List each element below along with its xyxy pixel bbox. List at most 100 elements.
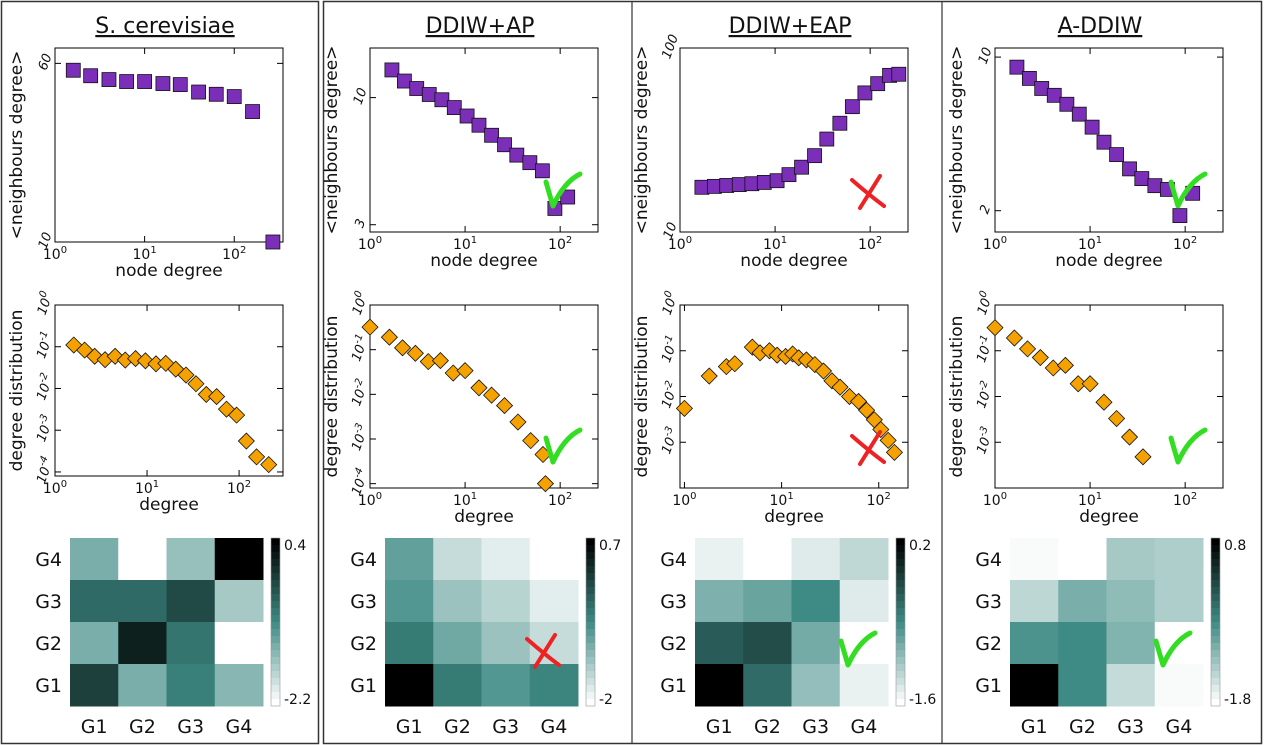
tick-base: 10 [668,237,686,253]
heatmap-cell [529,580,579,623]
data-point [1069,375,1087,393]
tick-base: 10 [227,481,245,497]
heatmap-cell [214,622,264,665]
data-point [361,318,379,336]
tick-exponent: 0 [1001,491,1007,502]
heatmap-cell [695,580,744,623]
data-point [431,352,449,370]
colorbar-segment [271,678,280,686]
heatmap-cell [1106,622,1156,665]
tick-exponent: 2 [240,245,246,256]
tick-exponent: 2 [884,491,890,502]
colorbar-segment [586,566,595,574]
data-point [560,189,576,205]
data-point [237,432,255,450]
colorbar-segment [586,587,595,595]
column-label: G3 [177,716,204,738]
heatmap-cell [385,538,434,581]
data-point [226,89,242,104]
tick-base: 10 [34,382,54,403]
heatmap-cell [433,538,482,581]
colorbar-segment [271,566,280,574]
tick-label: 102 [227,479,251,497]
tick-label: 101 [1078,491,1102,509]
tick-base: 10 [1078,493,1096,509]
heatmap-cell [433,580,482,623]
heatmap-cell [166,580,216,623]
colorbar-max: 0.7 [599,538,621,554]
colorbar-segment [1211,671,1220,679]
row-label: G4 [350,549,377,571]
tick-label: 102 [858,235,882,253]
tick-exponent: 0 [38,289,51,299]
heatmap-cell [70,538,119,581]
data-point [1009,59,1025,75]
tick-exponent: -3 [977,425,991,438]
colorbar-segment [586,580,595,588]
column-label: G1 [396,716,423,738]
data-point [756,175,772,190]
data-point [858,401,876,419]
heatmap: G4 G3 G2 G1 G1 G2 G3 G4 0.7 -2 [350,537,621,738]
colorbar-segment [1211,580,1220,588]
colorbar-segment [896,678,905,686]
data-point [1084,119,1100,135]
colorbar-segment [586,573,595,581]
row-label: G2 [660,633,687,655]
scatter-plot: 100 101 10210-410-310-210-1100degreedegree… [322,289,599,527]
tick-label: 10-3 [346,422,372,453]
data-point [986,319,1004,337]
y-axis-label: <neighbours degree> [322,46,342,235]
tick-base: 10 [672,493,690,509]
tick-label: 10-1 [971,333,997,364]
colorbar-segment [896,685,905,693]
data-point [1018,340,1037,358]
tick-base: 10 [349,343,369,364]
colorbar-segment [586,699,595,707]
heatmap-cell [214,664,264,707]
colorbar-segment [271,671,280,679]
row-label: G3 [660,591,687,613]
data-point [177,366,195,384]
colorbar-segment [1211,636,1220,644]
tick-label: 101 [1078,235,1102,253]
colorbar-segment [586,657,595,665]
colorbar-segment [271,636,280,644]
x-axis-label: node degree [740,251,847,271]
data-point [208,86,224,102]
colorbar-segment [896,636,905,644]
data-point [265,234,281,250]
data-point [832,115,848,131]
column-label: G2 [129,716,156,738]
check-icon [838,630,878,668]
tick-label: 100 [972,289,997,317]
data-point [119,74,135,89]
colorbar-segment [271,573,280,581]
colorbar-max: 0.8 [1224,538,1246,554]
data-point [409,81,425,96]
data-point [1021,70,1037,86]
data-point [421,87,437,102]
tick-exponent: -4 [37,455,51,468]
tick-label: 101 [135,479,159,497]
tick-exponent: -1 [352,332,366,345]
tick-label: 102 [867,491,891,509]
heatmap-cell [433,664,482,707]
colorbar-min: -2 [599,692,613,708]
data-point [155,76,171,91]
tick-label: 100 [983,235,1007,253]
colorbar-segment [1211,594,1220,602]
data-point [384,62,400,78]
check-icon [1153,630,1193,668]
heatmap-cell [118,580,167,623]
heatmap-cell [743,580,792,623]
data-point [497,137,512,153]
tick-label: 10-3 [31,413,57,444]
data-point [172,77,188,92]
colorbar-segment [1211,538,1220,546]
tick-base: 10 [858,237,876,253]
tick-exponent: 0 [376,491,382,502]
column-label: G1 [81,716,108,738]
heatmap-cell [529,664,579,707]
